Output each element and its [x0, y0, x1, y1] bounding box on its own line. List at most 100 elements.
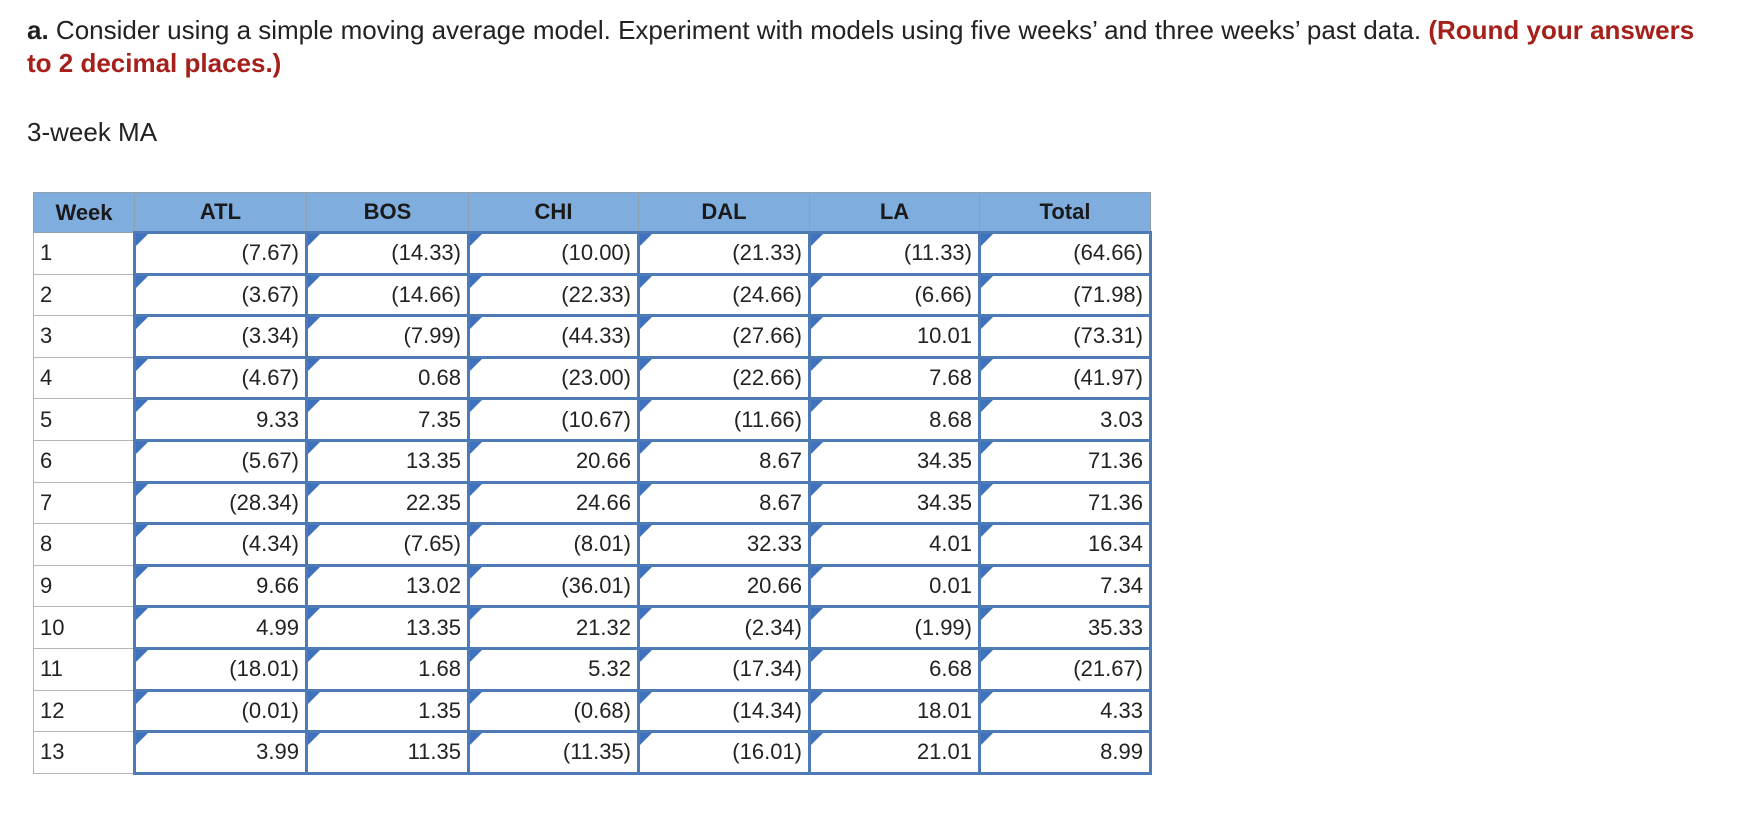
answer-value: (24.66) — [732, 281, 802, 307]
answer-cell-total[interactable]: 3.03 — [978, 397, 1152, 442]
answer-cell-atl[interactable]: (5.67) — [133, 438, 308, 484]
answer-cell-chi[interactable]: 20.66 — [467, 438, 640, 484]
answer-value: 7.34 — [1100, 573, 1143, 599]
answer-cell-chi[interactable]: (22.33) — [467, 272, 640, 318]
answer-marker-icon — [981, 317, 993, 330]
answer-cell-dal[interactable]: 32.33 — [637, 522, 811, 567]
answer-marker-icon — [811, 608, 823, 621]
answer-marker-icon — [136, 483, 148, 496]
answer-cell-chi[interactable]: (23.00) — [467, 355, 640, 401]
answer-cell-chi[interactable]: (8.01) — [467, 522, 640, 567]
answer-cell-total[interactable]: 71.36 — [978, 438, 1152, 484]
answer-cell-dal[interactable]: (14.34) — [637, 688, 811, 734]
answer-cell-chi[interactable]: 21.32 — [467, 605, 640, 650]
answer-cell-total[interactable]: (64.66) — [978, 231, 1152, 276]
answer-cell-la[interactable]: (11.33) — [808, 231, 981, 276]
answer-value: 21.32 — [575, 614, 631, 640]
answer-cell-chi[interactable]: (10.67) — [467, 397, 640, 442]
answer-cell-atl[interactable]: (3.34) — [133, 314, 308, 359]
answer-cell-atl[interactable]: (3.67) — [133, 272, 308, 318]
answer-cell-total[interactable]: (41.97) — [978, 355, 1152, 401]
answer-cell-bos[interactable]: 22.35 — [305, 480, 470, 526]
answer-cell-la[interactable]: 0.01 — [808, 563, 981, 609]
week-number: 13 — [33, 731, 135, 774]
answer-cell-total[interactable]: (21.67) — [978, 646, 1152, 692]
answer-cell-atl[interactable]: (4.67) — [133, 355, 308, 401]
answer-cell-chi[interactable]: 24.66 — [467, 480, 640, 526]
answer-cell-la[interactable]: 18.01 — [808, 688, 981, 734]
answer-cell-chi[interactable]: (44.33) — [467, 314, 640, 359]
week-number: 2 — [33, 273, 135, 317]
answer-cell-bos[interactable]: (7.65) — [305, 522, 470, 567]
answer-value: 71.36 — [1087, 448, 1143, 474]
answer-cell-bos[interactable]: 0.68 — [305, 355, 470, 401]
answer-cell-la[interactable]: 4.01 — [808, 522, 981, 567]
answer-marker-icon — [981, 483, 993, 496]
answer-cell-total[interactable]: (73.31) — [978, 314, 1152, 359]
answer-cell-bos[interactable]: 13.35 — [305, 605, 470, 650]
answer-cell-la[interactable]: 10.01 — [808, 314, 981, 359]
answer-cell-dal[interactable]: (24.66) — [637, 272, 811, 318]
answer-value: (14.66) — [391, 281, 461, 307]
answer-cell-total[interactable]: 35.33 — [978, 605, 1152, 650]
answer-marker-icon — [640, 483, 652, 496]
answer-cell-dal[interactable]: (17.34) — [637, 646, 811, 692]
answer-cell-atl[interactable]: 4.99 — [133, 605, 308, 650]
answer-marker-icon — [470, 649, 482, 662]
answer-cell-la[interactable]: 8.68 — [808, 397, 981, 442]
answer-cell-chi[interactable]: (10.00) — [467, 231, 640, 276]
answer-cell-chi[interactable]: (0.68) — [467, 688, 640, 734]
answer-cell-dal[interactable]: 20.66 — [637, 563, 811, 609]
answer-cell-la[interactable]: 21.01 — [808, 730, 981, 775]
answer-cell-total[interactable]: (71.98) — [978, 272, 1152, 318]
answer-cell-chi[interactable]: (36.01) — [467, 563, 640, 609]
answer-cell-atl[interactable]: (4.34) — [133, 522, 308, 567]
answer-cell-la[interactable]: 6.68 — [808, 646, 981, 692]
answer-cell-total[interactable]: 71.36 — [978, 480, 1152, 526]
answer-marker-icon — [136, 275, 148, 288]
answer-marker-icon — [811, 691, 823, 704]
answer-cell-dal[interactable]: (16.01) — [637, 730, 811, 775]
answer-marker-icon — [470, 275, 482, 288]
answer-cell-total[interactable]: 7.34 — [978, 563, 1152, 609]
answer-cell-la[interactable]: 34.35 — [808, 438, 981, 484]
question-prompt: a. Consider using a simple moving averag… — [27, 14, 1717, 80]
answer-cell-la[interactable]: (6.66) — [808, 272, 981, 318]
answer-cell-dal[interactable]: 8.67 — [637, 438, 811, 484]
answer-cell-bos[interactable]: 1.35 — [305, 688, 470, 734]
answer-cell-bos[interactable]: 11.35 — [305, 730, 470, 775]
answer-cell-atl[interactable]: (7.67) — [133, 231, 308, 276]
answer-cell-atl[interactable]: 9.66 — [133, 563, 308, 609]
answer-cell-bos[interactable]: 13.35 — [305, 438, 470, 484]
answer-cell-la[interactable]: 34.35 — [808, 480, 981, 526]
answer-cell-dal[interactable]: (21.33) — [637, 231, 811, 276]
answer-cell-atl[interactable]: (18.01) — [133, 646, 308, 692]
answer-cell-bos[interactable]: (7.99) — [305, 314, 470, 359]
answer-cell-dal[interactable]: (27.66) — [637, 314, 811, 359]
question-text: Consider using a simple moving average m… — [48, 15, 1429, 45]
answer-cell-atl[interactable]: (28.34) — [133, 480, 308, 526]
table-row: 9 9.66 13.02 (36.01) 20.66 0.01 7.34 — [33, 563, 1152, 609]
answer-cell-atl[interactable]: 3.99 — [133, 730, 308, 775]
answer-cell-dal[interactable]: (22.66) — [637, 355, 811, 401]
answer-cell-bos[interactable]: 7.35 — [305, 397, 470, 442]
answer-cell-bos[interactable]: 13.02 — [305, 563, 470, 609]
answer-cell-bos[interactable]: (14.66) — [305, 272, 470, 318]
answer-cell-total[interactable]: 8.99 — [978, 730, 1152, 775]
answer-cell-dal[interactable]: 8.67 — [637, 480, 811, 526]
answer-cell-la[interactable]: 7.68 — [808, 355, 981, 401]
answer-cell-dal[interactable]: (2.34) — [637, 605, 811, 650]
answer-cell-chi[interactable]: 5.32 — [467, 646, 640, 692]
header-row: Week ATL BOS CHI DAL LA Total — [33, 192, 1151, 233]
answer-cell-total[interactable]: 16.34 — [978, 522, 1152, 567]
answer-cell-la[interactable]: (1.99) — [808, 605, 981, 650]
answer-cell-dal[interactable]: (11.66) — [637, 397, 811, 442]
answer-cell-chi[interactable]: (11.35) — [467, 730, 640, 775]
answer-cell-atl[interactable]: 9.33 — [133, 397, 308, 442]
answer-cell-bos[interactable]: 1.68 — [305, 646, 470, 692]
answer-cell-bos[interactable]: (14.33) — [305, 231, 470, 276]
answer-cell-atl[interactable]: (0.01) — [133, 688, 308, 734]
answer-value: 9.33 — [256, 406, 299, 432]
answer-cell-total[interactable]: 4.33 — [978, 688, 1152, 734]
answer-value: 35.33 — [1087, 614, 1143, 640]
